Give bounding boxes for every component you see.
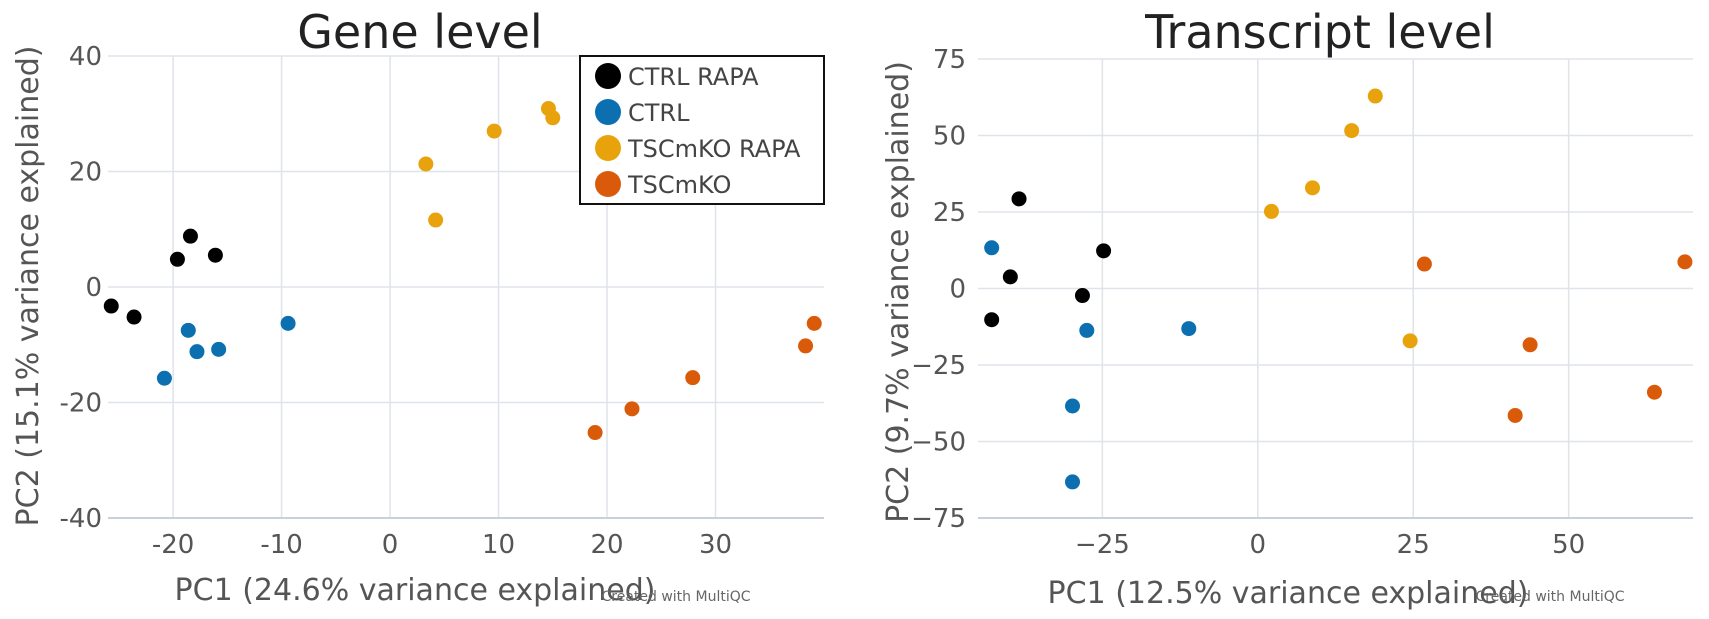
gene-level-point[interactable]	[418, 156, 434, 172]
gene-level-y-tick-label: 20	[69, 158, 102, 188]
gene-level-y-tick-label: -40	[60, 504, 102, 534]
transcript-level-point[interactable]	[984, 312, 1000, 328]
transcript-level-credit: Created with MultiQC	[1475, 589, 1624, 605]
legend-box	[579, 55, 825, 205]
gene-level-point[interactable]	[545, 110, 561, 126]
legend-marker[interactable]	[595, 99, 621, 125]
transcript-level-point[interactable]	[1646, 384, 1662, 400]
gene-level-point[interactable]	[180, 322, 196, 338]
gene-level-point[interactable]	[182, 228, 198, 244]
gene-level-x-tick-label: -10	[260, 530, 302, 560]
transcript-level-x-tick-label: −25	[1075, 530, 1130, 560]
transcript-level-y-tick-label: −25	[911, 351, 966, 381]
transcript-level-point[interactable]	[1096, 243, 1112, 259]
gene-level-point[interactable]	[156, 370, 172, 386]
transcript-level-point[interactable]	[1002, 269, 1018, 285]
legend-marker[interactable]	[595, 63, 621, 89]
legend-label[interactable]: CTRL RAPA	[628, 63, 759, 91]
gene-level-x-axis-label: PC1 (24.6% variance explained)	[175, 573, 656, 608]
transcript-level-point[interactable]	[1065, 398, 1081, 414]
gene-level-point[interactable]	[126, 309, 142, 325]
gene-level-point[interactable]	[624, 401, 640, 417]
gene-level-point[interactable]	[211, 341, 227, 357]
gene-level-point[interactable]	[207, 247, 223, 263]
transcript-level-point[interactable]	[1402, 333, 1418, 349]
gene-level-point[interactable]	[169, 251, 185, 267]
gene-level-x-tick-label: 10	[482, 530, 515, 560]
gene-level-point[interactable]	[587, 425, 603, 441]
transcript-level-x-axis-label: PC1 (12.5% variance explained)	[1048, 576, 1529, 611]
legend-marker[interactable]	[595, 171, 621, 197]
transcript-level-y-tick-label: 50	[933, 122, 966, 152]
transcript-level-y-tick-label: 75	[933, 45, 966, 75]
transcript-level-point[interactable]	[984, 240, 1000, 256]
gene-level-point[interactable]	[103, 298, 119, 314]
gene-level-y-tick-label: 40	[69, 42, 102, 72]
gene-level-credit: Created with MultiQC	[601, 589, 750, 605]
gene-level-y-axis-label: PC2 (15.1% variance explained)	[11, 46, 46, 527]
gene-level-point[interactable]	[280, 315, 296, 331]
transcript-level-title: Transcript level	[1144, 5, 1495, 59]
transcript-level-point[interactable]	[1367, 88, 1383, 104]
gene-level-point[interactable]	[798, 338, 814, 354]
transcript-level-point[interactable]	[1344, 123, 1360, 139]
legend-marker[interactable]	[595, 135, 621, 161]
transcript-level-y-tick-label: 0	[949, 275, 966, 305]
transcript-level-point[interactable]	[1677, 254, 1693, 270]
transcript-level-point[interactable]	[1263, 203, 1279, 219]
transcript-level-y-tick-label: −50	[911, 428, 966, 458]
gene-level-point[interactable]	[486, 123, 502, 139]
legend: CTRL RAPA CTRL TSCmKO RAPA TSCmKO	[579, 55, 825, 205]
transcript-level-x-tick-label: 25	[1397, 530, 1430, 560]
transcript-level-point[interactable]	[1074, 288, 1090, 304]
legend-label[interactable]: TSCmKO RAPA	[627, 135, 801, 163]
transcript-level-y-tick-label: 25	[933, 198, 966, 228]
gene-level-point[interactable]	[189, 344, 205, 360]
transcript-level-x-tick-label: 50	[1552, 530, 1585, 560]
gene-level-point[interactable]	[428, 212, 444, 228]
transcript-level-point[interactable]	[1011, 191, 1027, 207]
gene-level-y-tick-label: -20	[60, 389, 102, 419]
transcript-level-plot: −25 0 25 50 −75 −50 −25 0 25 50 75 Transcript level…	[881, 5, 1693, 611]
legend-label[interactable]: CTRL	[628, 99, 690, 127]
gene-level-y-tick-label: 0	[85, 273, 102, 303]
transcript-level-point[interactable]	[1522, 337, 1538, 353]
transcript-level-y-axis-label: PC2 (9.7% variance explained)	[881, 61, 916, 523]
legend-label[interactable]: TSCmKO	[627, 171, 731, 199]
gene-level-x-tick-label: 0	[382, 530, 399, 560]
transcript-level-point[interactable]	[1079, 322, 1095, 338]
transcript-level-point[interactable]	[1507, 407, 1523, 423]
transcript-level-point[interactable]	[1304, 180, 1320, 196]
gene-level-title: Gene level	[297, 5, 542, 59]
transcript-level-y-tick-label: −75	[911, 504, 966, 534]
transcript-level-point[interactable]	[1181, 321, 1197, 337]
transcript-level-point[interactable]	[1065, 474, 1081, 490]
gene-level-x-tick-label: 20	[590, 530, 623, 560]
transcript-level-point[interactable]	[1416, 256, 1432, 272]
gene-level-point[interactable]	[685, 370, 701, 386]
transcript-level-x-tick-label: 0	[1250, 530, 1267, 560]
gene-level-x-tick-label: 30	[699, 530, 732, 560]
gene-level-x-tick-label: -20	[152, 530, 194, 560]
gene-level-point[interactable]	[806, 315, 822, 331]
